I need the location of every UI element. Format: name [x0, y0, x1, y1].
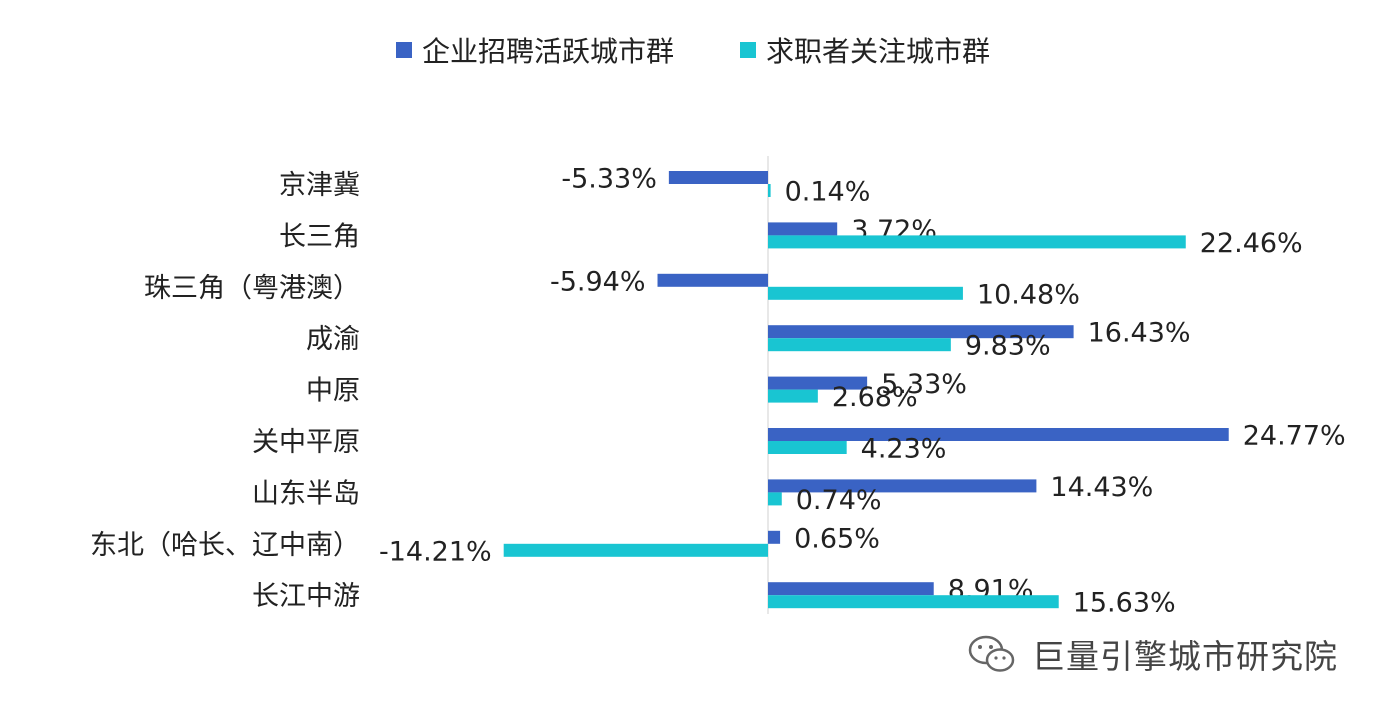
bar-jobseeker — [768, 184, 771, 197]
chart-legend: 企业招聘活跃城市群 求职者关注城市群 — [396, 30, 1056, 70]
data-label: 10.48% — [977, 279, 1080, 310]
data-label: 2.68% — [832, 382, 918, 413]
data-label: -5.33% — [561, 164, 657, 195]
data-label: 0.74% — [796, 485, 882, 516]
data-label: 4.23% — [861, 434, 947, 465]
bar-recruit — [768, 530, 781, 544]
category-label: 中原 — [306, 376, 360, 407]
bar-recruit — [768, 222, 838, 236]
bar-jobseeker — [768, 235, 1186, 249]
data-label: -14.21% — [379, 536, 492, 567]
data-label: 14.43% — [1050, 472, 1153, 503]
bar-recruit — [768, 479, 1037, 493]
data-label: 15.63% — [1073, 588, 1176, 619]
bar-jobseeker — [768, 286, 963, 300]
wechat-icon — [968, 635, 1015, 672]
legend-label-series0: 企业招聘活跃城市群 — [422, 35, 675, 68]
legend-item-series1: 求职者关注城市群 — [740, 30, 990, 70]
category-label: 关中平原 — [252, 427, 360, 458]
bar-jobseeker — [503, 543, 768, 557]
category-label: 成渝 — [306, 324, 360, 355]
bar-jobseeker — [768, 441, 847, 454]
bar-recruit — [668, 171, 768, 184]
legend-label-series1: 求职者关注城市群 — [766, 35, 991, 68]
data-label: 0.65% — [794, 523, 880, 554]
legend-item-series0: 企业招聘活跃城市群 — [396, 30, 674, 70]
data-label: 24.77% — [1243, 421, 1346, 452]
legend-swatch-series0 — [396, 42, 412, 58]
bar-jobseeker — [768, 595, 1059, 609]
bar-recruit — [768, 376, 868, 390]
data-label: 22.46% — [1200, 228, 1303, 259]
bar-jobseeker — [768, 389, 818, 403]
bar-jobseeker — [768, 338, 951, 352]
legend-swatch-series1 — [740, 42, 757, 58]
bar-recruit — [768, 582, 934, 596]
data-label: 0.14% — [785, 177, 871, 208]
watermark: 巨量引擎城市研究院 — [966, 630, 1338, 678]
data-label: 5.33% — [881, 369, 967, 400]
category-label: 长江中游 — [252, 581, 360, 612]
bar-jobseeker — [768, 492, 782, 506]
category-label: 东北（哈长、辽中南） — [90, 530, 360, 561]
category-label: 京津冀 — [279, 170, 360, 201]
bar-recruit — [657, 273, 768, 287]
category-label: 山东半岛 — [252, 478, 360, 509]
data-label: -5.94% — [550, 266, 646, 297]
category-label: 珠三角（粤港澳） — [144, 273, 360, 304]
bar-recruit — [768, 325, 1074, 339]
data-label: 9.83% — [965, 331, 1051, 362]
watermark-text: 巨量引擎城市研究院 — [1032, 637, 1338, 676]
category-label: 长三角 — [279, 221, 360, 252]
bar-recruit — [768, 428, 1229, 441]
data-label: 16.43% — [1088, 318, 1191, 349]
